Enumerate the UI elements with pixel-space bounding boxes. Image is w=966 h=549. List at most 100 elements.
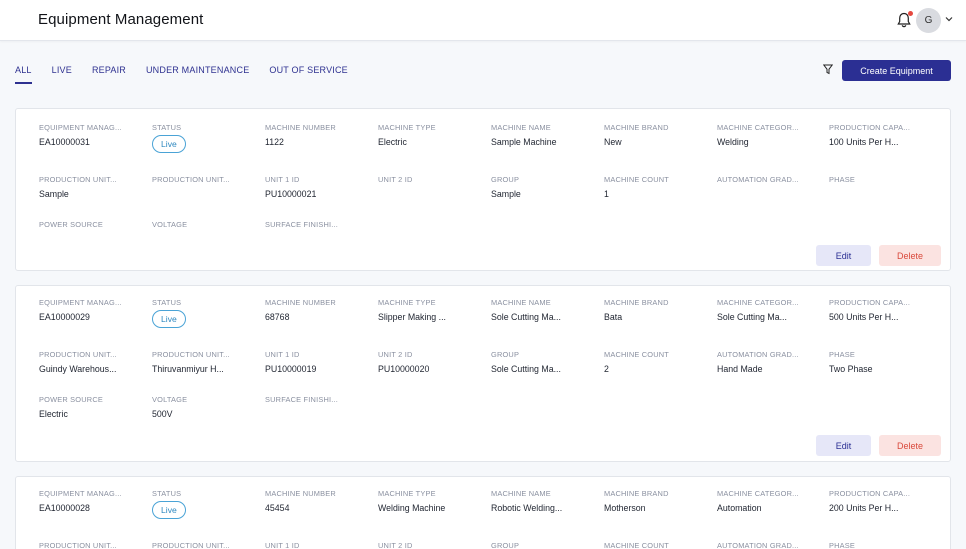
field-label: SURFACE FINISHI... [265, 395, 338, 404]
field-machine-count: MACHINE COUNT [604, 541, 708, 549]
field-value: Sole Cutting Ma... [491, 364, 561, 374]
page-title: Equipment Management [38, 11, 204, 28]
field-production-capacity: PRODUCTION CAPA... 200 Units Per H... [829, 489, 933, 513]
field-equipment-manager: EQUIPMENT MANAG... EA10000028 [39, 489, 143, 513]
field-label: MACHINE BRAND [604, 298, 669, 307]
tab-out-of-service[interactable]: OUT OF SERVICE [269, 65, 348, 75]
field-production-capacity: PRODUCTION CAPA... 100 Units Per H... [829, 123, 933, 147]
field-label: POWER SOURCE [39, 395, 103, 404]
field-phase: PHASE [829, 175, 933, 189]
field-label: VOLTAGE [152, 220, 188, 229]
field-production-capacity: PRODUCTION CAPA... 500 Units Per H... [829, 298, 933, 322]
field-machine-category: MACHINE CATEGOR... Welding [717, 123, 821, 147]
delete-button[interactable]: Delete [879, 245, 941, 266]
edit-button[interactable]: Edit [816, 435, 871, 456]
field-label: MACHINE TYPE [378, 489, 436, 498]
field-machine-number: MACHINE NUMBER 68768 [265, 298, 369, 322]
field-group: GROUP Sample [491, 175, 595, 199]
field-surface-finish: SURFACE FINISHI... [265, 220, 369, 234]
field-label: PRODUCTION UNIT... [39, 541, 117, 549]
field-production-unit-1: PRODUCTION UNIT... Guindy Warehous... [39, 350, 143, 374]
field-unit-1-id: UNIT 1 ID PU10000019 [265, 350, 369, 374]
field-production-unit-2: PRODUCTION UNIT... [152, 541, 256, 549]
field-group: GROUP Sole Cutting Ma... [491, 350, 595, 374]
field-machine-type: MACHINE TYPE Electric [378, 123, 482, 147]
field-production-unit-1: PRODUCTION UNIT... [39, 541, 143, 549]
field-label: MACHINE CATEGOR... [717, 298, 799, 307]
field-equipment-manager: EQUIPMENT MANAG... EA10000029 [39, 298, 143, 322]
field-label: MACHINE COUNT [604, 175, 670, 184]
field-label: PRODUCTION UNIT... [39, 175, 117, 184]
status-tabs: ALL LIVE REPAIR UNDER MAINTENANCE OUT OF… [15, 64, 368, 86]
field-label: UNIT 1 ID [265, 541, 300, 549]
field-machine-brand: MACHINE BRAND Motherson [604, 489, 708, 513]
field-group: GROUP [491, 541, 595, 549]
field-voltage: VOLTAGE 500V [152, 395, 256, 419]
field-label: MACHINE BRAND [604, 123, 669, 132]
field-label: PHASE [829, 541, 856, 549]
equipment-card: EQUIPMENT MANAG... EA10000028 STATUS Liv… [15, 476, 951, 549]
field-label: SURFACE FINISHI... [265, 220, 338, 229]
field-label: UNIT 2 ID [378, 350, 413, 359]
field-label: GROUP [491, 350, 520, 359]
field-value: 500V [152, 409, 173, 419]
field-value: Electric [378, 137, 407, 147]
field-label: GROUP [491, 541, 520, 549]
tab-repair[interactable]: REPAIR [91, 65, 126, 75]
field-label: MACHINE TYPE [378, 298, 436, 307]
field-label: PRODUCTION UNIT... [152, 175, 230, 184]
field-value: Sample [491, 189, 521, 199]
status-badge: Live [152, 135, 186, 153]
field-label: MACHINE BRAND [604, 489, 669, 498]
field-value: 2 [604, 364, 609, 374]
edit-button[interactable]: Edit [816, 245, 871, 266]
field-label: MACHINE NAME [491, 123, 551, 132]
field-label: MACHINE NAME [491, 489, 551, 498]
field-automation-grade: AUTOMATION GRAD... Hand Made [717, 350, 821, 374]
field-value: 100 Units Per H... [829, 137, 899, 147]
filter-icon[interactable] [823, 64, 833, 75]
field-value: Electric [39, 409, 68, 419]
field-value: Automation [717, 503, 762, 513]
field-label: MACHINE NUMBER [265, 123, 336, 132]
field-machine-count: MACHINE COUNT 2 [604, 350, 708, 374]
chevron-down-icon[interactable] [945, 16, 953, 22]
field-production-unit-2: PRODUCTION UNIT... [152, 175, 256, 189]
avatar[interactable]: G [916, 8, 941, 33]
tab-live[interactable]: LIVE [51, 65, 72, 75]
notification-bell-icon[interactable] [897, 12, 911, 28]
field-value: 45454 [265, 503, 290, 513]
field-value: Sole Cutting Ma... [491, 312, 561, 322]
field-label: AUTOMATION GRAD... [717, 175, 799, 184]
field-value: PU10000020 [378, 364, 430, 374]
field-value: EA10000031 [39, 137, 90, 147]
field-power-source: POWER SOURCE Electric [39, 395, 143, 419]
field-label: STATUS [152, 298, 182, 307]
field-label: STATUS [152, 489, 182, 498]
create-equipment-button[interactable]: Create Equipment [842, 60, 951, 81]
tab-under-maintenance[interactable]: UNDER MAINTENANCE [145, 65, 250, 75]
field-value: Sample [39, 189, 69, 199]
field-unit-2-id: UNIT 2 ID [378, 541, 482, 549]
tab-all[interactable]: ALL [15, 64, 32, 84]
field-label: PRODUCTION CAPA... [829, 123, 911, 132]
equipment-card: EQUIPMENT MANAG... EA10000031 STATUS Liv… [15, 108, 951, 271]
field-label: MACHINE COUNT [604, 541, 670, 549]
field-power-source: POWER SOURCE [39, 220, 143, 234]
delete-button[interactable]: Delete [879, 435, 941, 456]
field-machine-count: MACHINE COUNT 1 [604, 175, 708, 199]
field-label: UNIT 2 ID [378, 175, 413, 184]
field-voltage: VOLTAGE [152, 220, 256, 234]
field-value: New [604, 137, 622, 147]
field-value: 1122 [265, 137, 284, 147]
equipment-card: EQUIPMENT MANAG... EA10000029 STATUS Liv… [15, 285, 951, 462]
field-value: Two Phase [829, 364, 873, 374]
field-machine-type: MACHINE TYPE Welding Machine [378, 489, 482, 513]
field-value: Motherson [604, 503, 646, 513]
field-label: PHASE [829, 350, 856, 359]
field-unit-1-id: UNIT 1 ID PU10000021 [265, 175, 369, 199]
field-status: STATUS Live [152, 123, 256, 153]
notification-dot [908, 11, 913, 16]
field-machine-category: MACHINE CATEGOR... Automation [717, 489, 821, 513]
field-machine-number: MACHINE NUMBER 45454 [265, 489, 369, 513]
